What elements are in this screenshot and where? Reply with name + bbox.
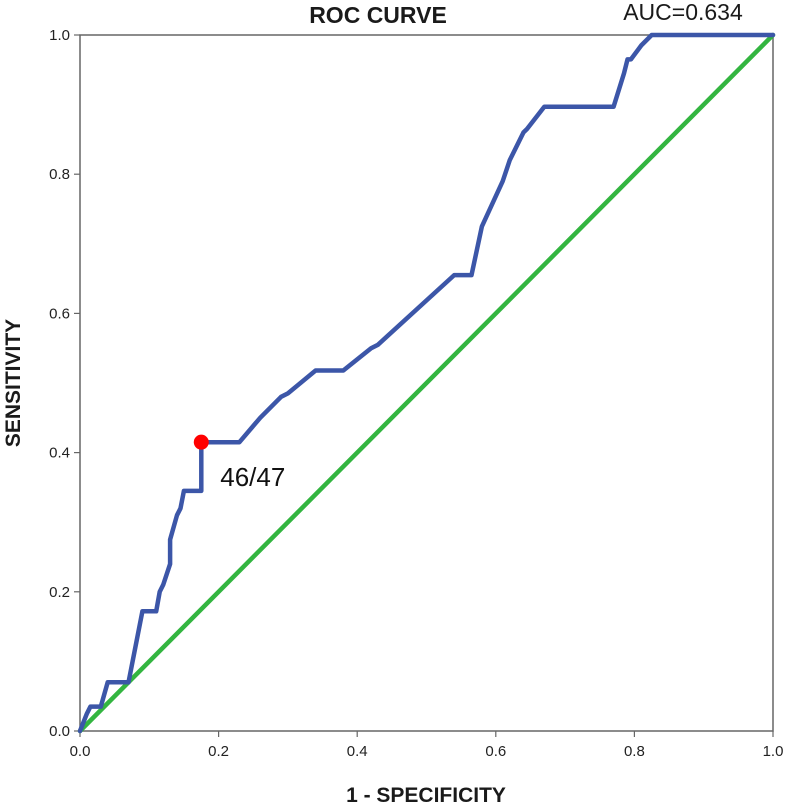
y-tick-label: 0.4	[49, 445, 70, 462]
y-tick-label: 0.8	[49, 166, 70, 183]
x-tick-label: 1.0	[763, 743, 784, 760]
x-tick-label: 0.4	[347, 743, 368, 760]
reference-diagonal-line	[77, 32, 776, 734]
plot-area: 0.0 0.2 0.4 0.6 0.8 1.0 0.0 0.2 0.4 0.6 0.8 1.0 46/4…	[49, 27, 783, 760]
chart-title: ROC CURVE	[309, 2, 447, 28]
x-axis-label: 1 - SPECIFICITY	[346, 784, 506, 805]
cutoff-point-marker	[193, 434, 209, 450]
cutoff-point-label: 46/47	[220, 462, 285, 492]
auc-label: AUC=0.634	[623, 0, 743, 25]
x-tick-label: 0.6	[485, 743, 506, 760]
x-tick-label: 0.2	[208, 743, 229, 760]
y-tick-label: 0.2	[49, 584, 70, 601]
x-tick-label: 0.0	[70, 743, 91, 760]
plot-frame	[79, 34, 774, 732]
y-axis-label: SENSITIVITY	[2, 319, 25, 447]
y-tick-label: 0.0	[49, 723, 70, 740]
y-tick-label: 0.6	[49, 305, 70, 322]
x-tick-label: 0.8	[624, 743, 645, 760]
roc-curve-line	[77, 32, 776, 734]
y-tick-label: 1.0	[49, 27, 70, 44]
